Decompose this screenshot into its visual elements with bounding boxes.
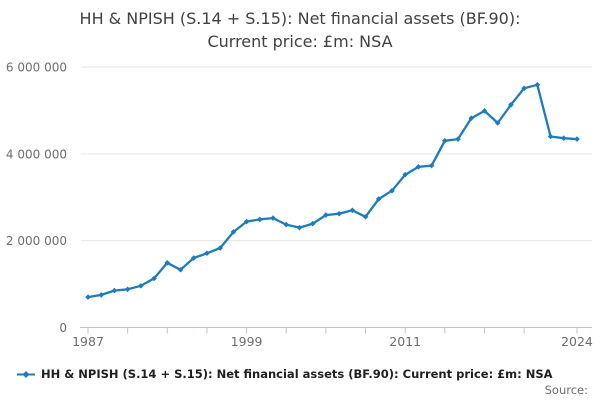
data-point-marker xyxy=(442,138,448,144)
data-point-marker xyxy=(508,101,514,108)
data-point-marker xyxy=(560,135,567,142)
series-line-diamond-icon xyxy=(17,370,35,378)
data-point-marker xyxy=(177,266,184,273)
chart-title-line2: Current price: £m: NSA xyxy=(207,32,393,51)
y-axis-label: 6 000 000 xyxy=(6,61,67,75)
y-axis-label: 4 000 000 xyxy=(6,147,67,161)
data-point-marker xyxy=(415,164,422,170)
data-point-marker xyxy=(138,283,144,289)
data-point-marker xyxy=(124,286,131,293)
data-point-marker xyxy=(151,275,157,282)
data-point-marker xyxy=(455,136,461,142)
chart-title: HH & NPISH (S.14 + S.15): Net financial … xyxy=(0,7,600,53)
data-point-marker xyxy=(521,85,527,92)
legend[interactable]: HH & NPISH (S.14 + S.15): Net financial … xyxy=(16,366,594,382)
data-point-marker xyxy=(375,196,382,202)
data-point-marker xyxy=(85,294,91,300)
data-point-marker xyxy=(204,250,210,257)
y-axis-label: 2 000 000 xyxy=(6,234,67,248)
data-point-marker xyxy=(98,292,105,298)
data-point-marker xyxy=(283,221,290,228)
x-axis-label: 1987 xyxy=(72,334,104,349)
data-point-marker xyxy=(468,115,475,122)
data-point-marker xyxy=(402,171,408,178)
data-point-marker xyxy=(362,213,369,220)
data-point-marker xyxy=(243,218,250,225)
data-point-marker xyxy=(574,136,580,142)
data-point-marker xyxy=(323,212,329,218)
data-point-marker xyxy=(230,229,237,235)
x-axis-label: 2024 xyxy=(561,334,593,349)
data-point-marker xyxy=(428,162,435,169)
data-point-marker xyxy=(534,82,541,88)
line-chart-plot-area[interactable]: 1987 1999 2011 2024 0 2 000 000 4 000 000 6 000… xyxy=(0,0,600,360)
data-point-marker xyxy=(481,108,488,114)
data-line xyxy=(86,83,579,299)
data-point-marker xyxy=(349,207,356,214)
y-axis-label: 0 xyxy=(59,321,67,335)
x-axis-label: 1999 xyxy=(231,334,263,349)
data-point-marker xyxy=(494,120,501,126)
x-axis-label: 2011 xyxy=(389,334,421,349)
legend-label: HH & NPISH (S.14 + S.15): Net financial … xyxy=(41,367,553,381)
data-point-marker xyxy=(270,215,276,221)
chart-title-line1: HH & NPISH (S.14 + S.15): Net financial … xyxy=(79,9,521,28)
data-point-marker xyxy=(389,187,395,194)
data-point-marker xyxy=(190,255,197,261)
data-point-marker xyxy=(111,287,118,294)
data-point-marker xyxy=(336,210,342,217)
data-point-marker xyxy=(547,133,554,140)
data-point-marker xyxy=(309,220,316,227)
data-point-marker xyxy=(296,224,303,231)
data-point-marker xyxy=(217,245,223,251)
data-point-marker xyxy=(257,216,263,223)
source-label: Source: xyxy=(544,383,588,397)
data-point-marker xyxy=(164,260,171,266)
